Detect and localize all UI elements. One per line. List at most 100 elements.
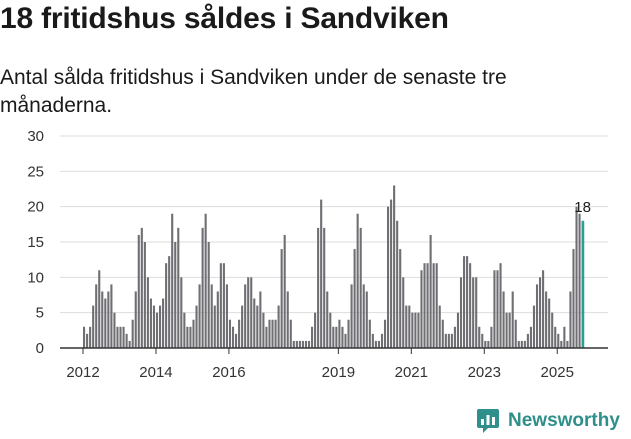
- bar: [554, 326, 557, 348]
- bar: [198, 284, 201, 348]
- bar: [563, 326, 566, 348]
- bar: [529, 326, 532, 348]
- bar: [551, 312, 554, 348]
- bar: [408, 305, 411, 348]
- bar: [578, 213, 581, 348]
- bar: [286, 291, 289, 348]
- bar: [268, 319, 271, 348]
- bar: [317, 227, 320, 348]
- bar: [159, 305, 162, 348]
- y-tick-label: 0: [36, 340, 44, 357]
- bar: [557, 333, 560, 348]
- bar: [450, 333, 453, 348]
- bar: [253, 298, 256, 348]
- bar: [314, 312, 317, 348]
- bar: [107, 291, 110, 348]
- bar: [484, 340, 487, 348]
- bar: [213, 305, 216, 348]
- bar: [222, 263, 225, 348]
- bar: [143, 242, 146, 348]
- bar: [146, 277, 149, 348]
- bar: [295, 340, 298, 348]
- bar: [575, 206, 578, 348]
- bar: [353, 249, 356, 348]
- bar: [244, 284, 247, 348]
- bar: [511, 291, 514, 348]
- bar: [362, 284, 365, 348]
- bar: [119, 326, 122, 348]
- bar: [152, 305, 156, 348]
- bar: [435, 263, 438, 348]
- bar: [475, 277, 478, 348]
- brand-logo: Newsworthy: [476, 408, 620, 434]
- bar: [265, 326, 268, 348]
- bar: [301, 340, 304, 348]
- bar: [235, 333, 238, 348]
- bar: [466, 256, 469, 348]
- bar: [216, 291, 219, 348]
- bar: [128, 340, 131, 348]
- bar: [414, 312, 417, 348]
- bar: [344, 333, 347, 348]
- bar: [438, 305, 441, 348]
- bar: [274, 319, 277, 348]
- bar: [459, 277, 463, 348]
- bar: [292, 340, 295, 348]
- bar: [186, 326, 189, 348]
- bar: [113, 312, 116, 348]
- newsworthy-logo-icon: [477, 409, 499, 433]
- bar: [481, 333, 484, 348]
- bar: [493, 270, 496, 348]
- bar: [219, 263, 222, 348]
- bar: [532, 305, 536, 348]
- bar: [520, 340, 523, 348]
- page-title: 18 fritidshus såldes i Sandviken: [0, 2, 449, 35]
- bar: [523, 340, 526, 348]
- bar: [387, 206, 390, 348]
- bar: [238, 319, 241, 348]
- bar: [155, 312, 159, 348]
- bar: [514, 319, 517, 348]
- bar: [380, 333, 384, 348]
- bar: [535, 284, 539, 348]
- bar: [304, 340, 308, 348]
- bar: [207, 242, 210, 348]
- bar: [134, 291, 137, 348]
- bar: [377, 340, 380, 348]
- data-label: 18: [574, 199, 591, 216]
- bar: [228, 319, 232, 348]
- bar: [566, 340, 569, 348]
- bar: [456, 312, 460, 348]
- bar: [131, 319, 134, 348]
- bar: [271, 319, 274, 348]
- bar: [478, 326, 481, 348]
- bar: [350, 284, 353, 348]
- bar: [396, 220, 399, 348]
- bar: [231, 326, 235, 348]
- x-tick-label: 2021: [395, 364, 428, 381]
- x-tick-label: 2019: [322, 364, 355, 381]
- bar: [496, 270, 499, 348]
- bar: [508, 312, 511, 348]
- bar: [149, 298, 152, 348]
- bar: [250, 277, 253, 348]
- bar: [329, 312, 332, 348]
- bar: [201, 227, 204, 348]
- bar: [347, 319, 350, 348]
- brand-name: Newsworthy: [508, 410, 620, 431]
- bar: [259, 291, 262, 348]
- bar: [289, 319, 292, 348]
- y-tick-label: 5: [36, 305, 44, 322]
- bar: [432, 263, 435, 348]
- bar: [505, 312, 508, 348]
- y-tick-label: 25: [27, 163, 44, 180]
- bar: [332, 326, 335, 348]
- bar: [247, 277, 250, 348]
- bar: [399, 249, 402, 348]
- bar: [472, 277, 475, 348]
- bar: [110, 284, 113, 348]
- bar: [487, 340, 490, 348]
- bar: [356, 213, 359, 348]
- bar: [162, 298, 165, 348]
- bar: [490, 326, 493, 348]
